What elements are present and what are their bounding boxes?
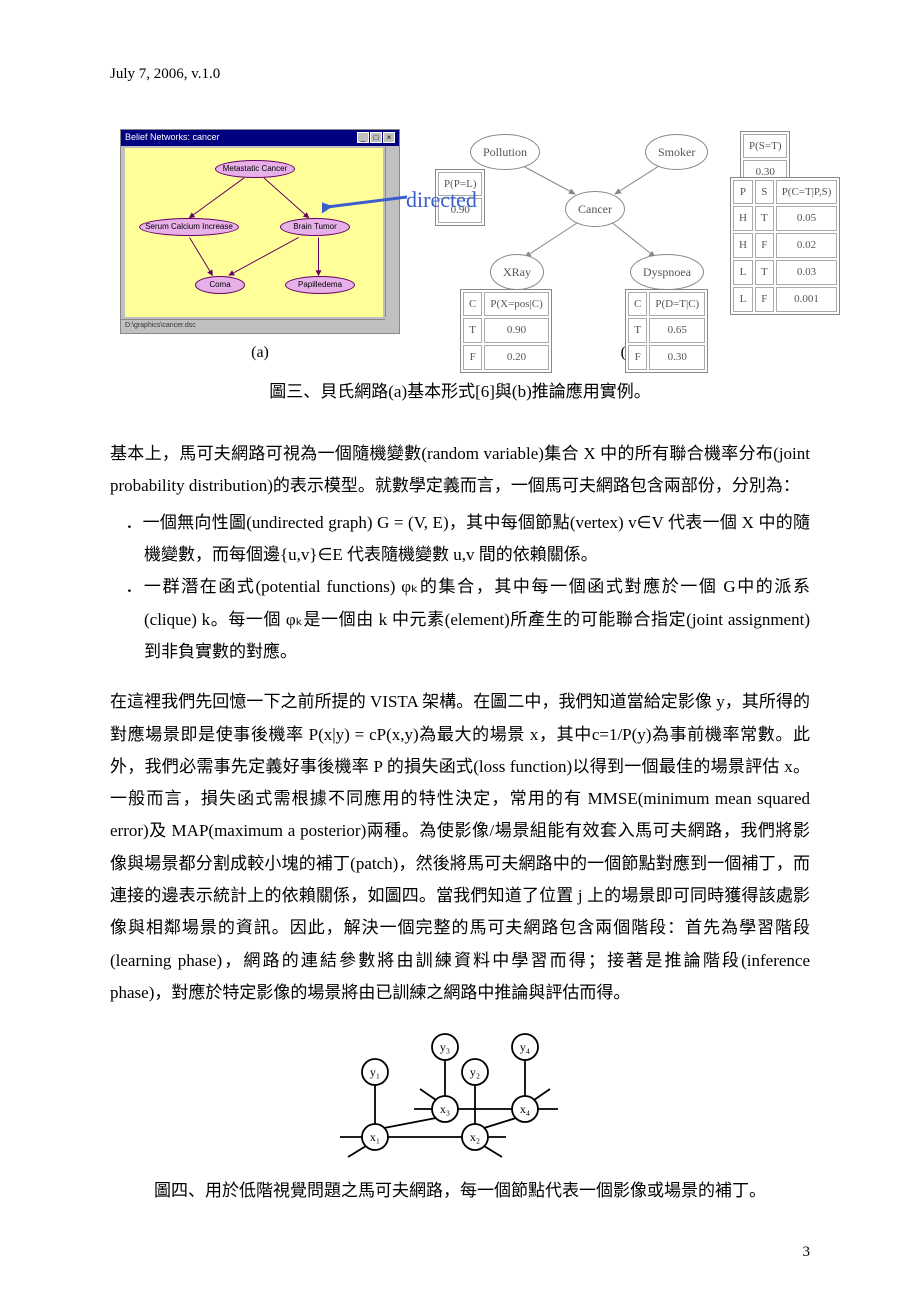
table-pp: P(P=L) 0.90 — [435, 169, 485, 227]
node-dyspnoea: Dyspnoea — [630, 254, 704, 291]
paragraph-2: 在這裡我們先回憶一下之前所提的 VISTA 架構。在圖二中，我們知道當給定影像 … — [110, 686, 810, 1009]
node-label: y₂ — [470, 1065, 480, 1079]
cell: P(P=L) — [438, 172, 482, 197]
figure-3a-container: Belief Networks: cancer _ □ × Metastatic… — [110, 129, 410, 368]
figure-3b-bayes-net: Pollution Smoker Cancer XRay Dyspnoea P(… — [430, 129, 830, 334]
cell: P(D=T|C) — [649, 292, 705, 317]
window-title: Belief Networks: cancer — [125, 129, 220, 146]
node-smoker: Smoker — [645, 134, 708, 171]
cell: 0.03 — [776, 260, 838, 285]
cell: F — [628, 345, 647, 370]
cell: 0.90 — [484, 318, 548, 343]
cell: C — [463, 292, 482, 317]
cell: H — [733, 206, 753, 231]
node-brain-tumor: Brain Tumor — [280, 218, 350, 236]
node-label: x₁ — [370, 1130, 380, 1144]
node-xray: XRay — [490, 254, 544, 291]
cell: L — [733, 260, 753, 285]
node-label: x₂ — [470, 1130, 480, 1144]
figure-3b-container: Pollution Smoker Cancer XRay Dyspnoea P(… — [430, 129, 830, 368]
cell: 0.05 — [776, 206, 838, 231]
node-coma: Coma — [195, 276, 245, 294]
node-label: x₃ — [440, 1102, 450, 1116]
node-cancer: Cancer — [565, 191, 625, 228]
cell: P(S=T) — [743, 134, 787, 159]
cell: F — [755, 233, 774, 258]
node-serum-calcium: Serum Calcium Increase — [139, 218, 239, 236]
cell: 0.02 — [776, 233, 838, 258]
graph-canvas: Metastatic Cancer Serum Calcium Increase… — [125, 148, 383, 317]
cell: P(C=T|P,S) — [776, 180, 838, 205]
page-header: July 7, 2006, v.1.0 — [110, 60, 810, 89]
node-metastatic-cancer: Metastatic Cancer — [215, 160, 295, 178]
node-label: y₁ — [370, 1065, 380, 1079]
window-buttons: _ □ × — [357, 132, 395, 143]
maximize-icon: □ — [370, 132, 382, 143]
figure-3-row: Belief Networks: cancer _ □ × Metastatic… — [110, 129, 810, 368]
cell: T — [628, 318, 647, 343]
node-label: x₄ — [520, 1102, 530, 1116]
figure-4-caption: 圖四、用於低階視覺問題之馬可夫網路，每一個節點代表一個影像或場景的補丁。 — [110, 1175, 810, 1207]
cell: S — [755, 180, 774, 205]
cell: P — [733, 180, 753, 205]
close-icon: × — [383, 132, 395, 143]
bullet-item: 一群潛在函式(potential functions) φₖ的集合，其中每一個函… — [144, 571, 810, 668]
cell: 0.001 — [776, 287, 838, 312]
cell: T — [755, 206, 774, 231]
node-pollution: Pollution — [470, 134, 540, 171]
cell: 0.30 — [649, 345, 705, 370]
cell: F — [755, 287, 774, 312]
minimize-icon: _ — [357, 132, 369, 143]
cell: T — [463, 318, 482, 343]
cell: C — [628, 292, 647, 317]
table-pc: PSP(C=T|P,S) HT0.05 HF0.02 LT0.03 LF0.00… — [730, 177, 840, 315]
figure-3a-screenshot: Belief Networks: cancer _ □ × Metastatic… — [120, 129, 400, 334]
paragraph-1: 基本上，馬可夫網路可視為一個隨機變數(random variable)集合 X … — [110, 438, 810, 503]
cell: P(X=pos|C) — [484, 292, 548, 317]
table-pd: CP(D=T|C) T0.65 F0.30 — [625, 289, 708, 374]
table-px: CP(X=pos|C) T0.90 F0.20 — [460, 289, 552, 374]
cell: L — [733, 287, 753, 312]
subfigure-label-a: (a) — [251, 338, 269, 368]
bullet-list: 一個無向性圖(undirected graph) G = (V, E)，其中每個… — [110, 507, 810, 668]
statusbar: D:\graphics\cancer.dsc — [121, 319, 385, 333]
figure-3-caption: 圖三、貝氏網路(a)基本形式[6]與(b)推論應用實例。 — [110, 376, 810, 408]
cell: 0.65 — [649, 318, 705, 343]
cell: H — [733, 233, 753, 258]
cell: F — [463, 345, 482, 370]
node-label: y₄ — [520, 1040, 530, 1054]
node-label: y₃ — [440, 1040, 450, 1054]
window-titlebar: Belief Networks: cancer _ □ × — [121, 130, 399, 146]
bullet-item: 一個無向性圖(undirected graph) G = (V, E)，其中每個… — [144, 507, 810, 572]
figure-4-diagram: y₁ y₂ y₃ y₄ x₁ x₂ x₃ x₄ — [110, 1027, 810, 1167]
page-number: 3 — [110, 1238, 810, 1267]
cell: 0.20 — [484, 345, 548, 370]
cell: T — [755, 260, 774, 285]
node-papilledema: Papilledema — [285, 276, 355, 294]
cell: 0.90 — [438, 198, 482, 223]
scrollbar-vertical — [385, 146, 399, 317]
